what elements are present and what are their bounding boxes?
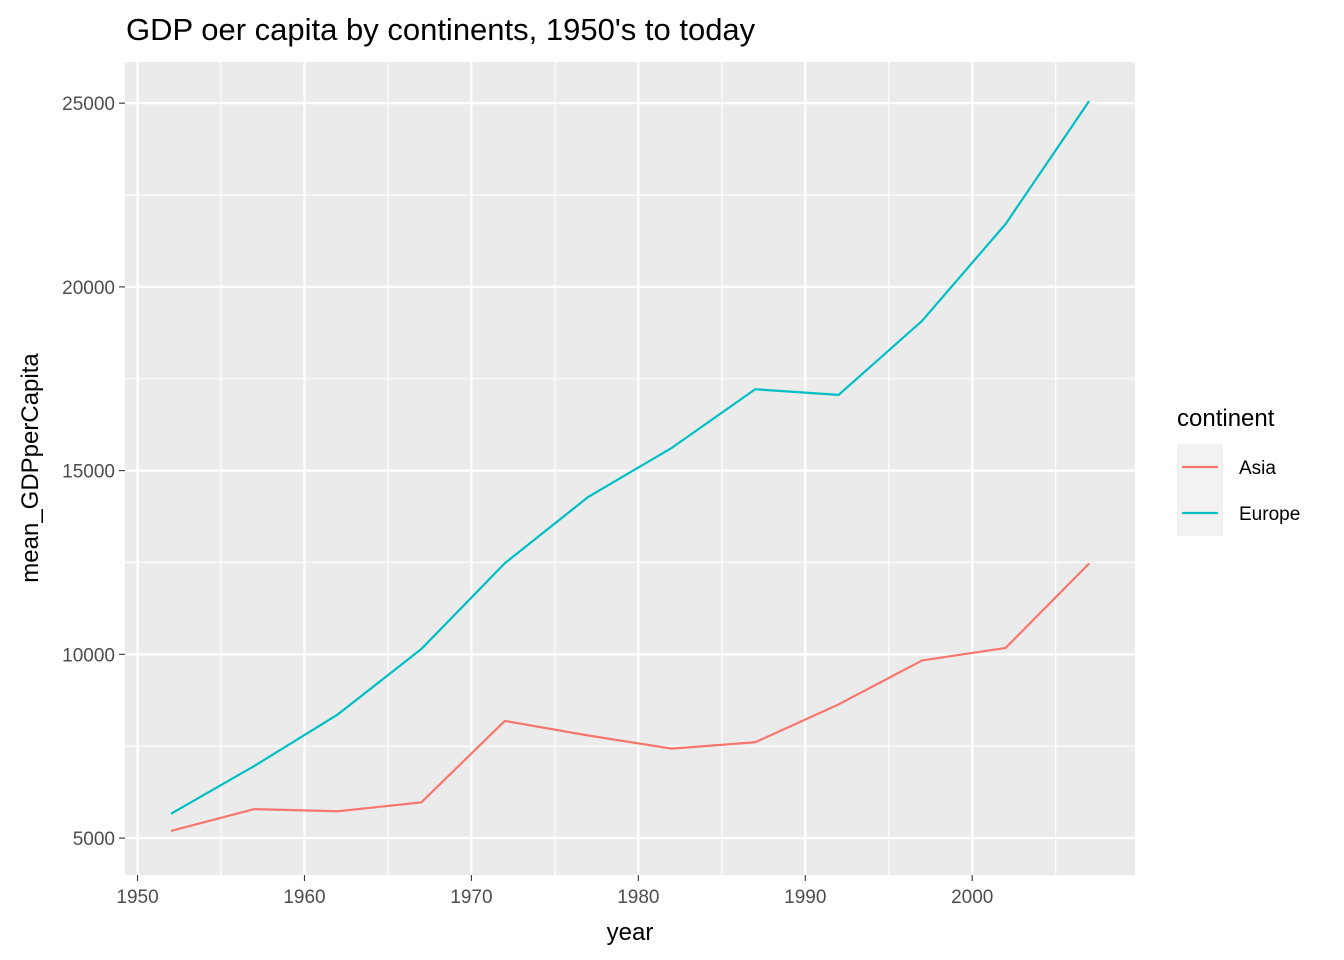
y-tick-label: 20000 <box>62 278 115 299</box>
plot-panel <box>125 62 1135 875</box>
y-axis-title: mean_GDPperCapita <box>17 353 44 583</box>
legend-title: continent <box>1177 405 1275 432</box>
y-tick-label: 15000 <box>62 462 115 483</box>
y-tick-label: 5000 <box>73 829 115 850</box>
x-tick-label: 1950 <box>116 887 158 908</box>
y-tick-label: 10000 <box>62 645 115 666</box>
legend: continent Asia Europe <box>1177 405 1300 536</box>
y-axis: 5000 10000 15000 20000 25000 <box>62 94 125 850</box>
chart-title: GDP oer capita by continents, 1950's to … <box>126 12 756 47</box>
y-tick-label: 25000 <box>62 94 115 115</box>
x-tick-label: 1990 <box>784 887 826 908</box>
x-tick-label: 1960 <box>283 887 325 908</box>
series-line-asia <box>170 562 1090 832</box>
x-axis: 1950 1960 1970 1980 1990 2000 <box>116 875 993 908</box>
x-axis-title: year <box>607 919 654 946</box>
x-tick-label: 1970 <box>450 887 492 908</box>
legend-label-asia: Asia <box>1239 458 1276 479</box>
minor-gridlines <box>125 62 1135 875</box>
x-tick-label: 1980 <box>617 887 659 908</box>
series-lines <box>170 100 1090 832</box>
series-line-europe <box>170 100 1090 815</box>
legend-label-europe: Europe <box>1239 504 1300 525</box>
x-tick-label: 2000 <box>951 887 993 908</box>
